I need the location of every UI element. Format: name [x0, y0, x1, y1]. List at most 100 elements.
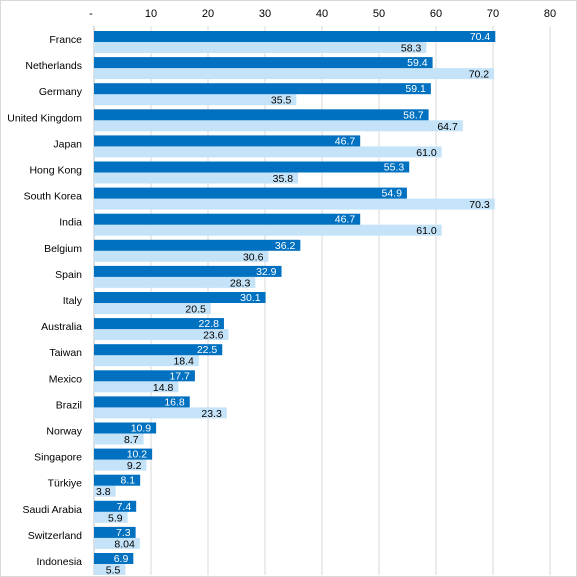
data-label-series-1: 58.7 — [403, 109, 424, 121]
bar-series-1 — [94, 265, 282, 277]
bar-series-2 — [94, 250, 269, 262]
x-tick-label: 60 — [430, 8, 442, 20]
category-label: Spain — [55, 269, 82, 281]
data-label-series-2: 8.7 — [124, 434, 139, 446]
bar-series-1 — [94, 31, 496, 42]
category-label: Taiwan — [49, 347, 82, 359]
bar-series-2 — [94, 433, 144, 445]
bar-series-1 — [94, 213, 361, 225]
bar-series-2 — [94, 303, 211, 314]
bar-series-2 — [94, 224, 442, 236]
bar-series-2 — [94, 407, 227, 419]
bar-series-2 — [94, 120, 463, 132]
data-label-series-1: 54.9 — [381, 188, 402, 200]
data-label-series-2: 8.04 — [114, 538, 135, 550]
bar-series-2 — [94, 68, 495, 80]
x-tick-label: 30 — [259, 8, 271, 20]
category-label: France — [49, 34, 82, 46]
data-label-series-2: 64.7 — [437, 121, 458, 133]
data-label-series-2: 61.0 — [416, 147, 437, 159]
category-label: Australia — [41, 321, 82, 333]
data-label-series-2: 61.0 — [416, 225, 437, 237]
category-label: Germany — [39, 86, 83, 98]
category-label: Belgium — [44, 243, 82, 255]
bar-series-1 — [94, 553, 134, 564]
bar-series-2 — [94, 537, 140, 549]
data-label-series-1: 36.2 — [275, 240, 296, 252]
data-label-series-2: 9.2 — [127, 460, 142, 472]
data-label-series-2: 5.5 — [106, 565, 121, 577]
data-label-series-2: 23.6 — [203, 330, 224, 342]
x-tick-label: - — [89, 8, 93, 20]
bar-series-1 — [94, 448, 153, 460]
bar-series-1 — [94, 57, 433, 69]
data-label-series-1: 46.7 — [335, 135, 356, 147]
data-label-series-2: 70.2 — [469, 69, 490, 81]
x-tick-label: 10 — [145, 8, 157, 20]
bar-series-1 — [94, 187, 407, 199]
category-label: Indonesia — [36, 556, 82, 568]
data-label-series-1: 22.5 — [197, 344, 218, 356]
bar-series-1 — [94, 318, 224, 330]
category-label: Brazil — [56, 399, 82, 411]
bar-series-1 — [94, 344, 223, 356]
data-label-series-2: 18.4 — [173, 356, 194, 368]
bar-series-2 — [94, 511, 128, 523]
data-label-series-1: 46.7 — [335, 214, 356, 226]
bar-series-2 — [94, 276, 256, 288]
bar-series-1 — [94, 370, 195, 382]
data-label-series-1: 7.4 — [117, 501, 132, 513]
data-label-series-2: 5.9 — [108, 512, 123, 524]
x-tick-label: 70 — [487, 8, 499, 20]
bar-series-2 — [94, 198, 495, 210]
bar-series-2 — [94, 564, 126, 575]
data-label-series-1: 22.8 — [199, 318, 220, 330]
bar-series-1 — [94, 526, 136, 538]
bar-series-2 — [94, 485, 116, 497]
data-label-series-2: 20.5 — [185, 304, 206, 316]
data-label-series-2: 30.6 — [243, 251, 264, 263]
data-label-series-1: 30.1 — [240, 292, 261, 304]
data-label-series-1: 59.1 — [405, 83, 426, 95]
data-label-series-1: 10.9 — [131, 423, 152, 435]
category-label: Mexico — [49, 373, 82, 385]
bar-series-2 — [94, 94, 297, 106]
bar-series-1 — [94, 500, 137, 512]
bar-series-2 — [94, 172, 299, 184]
data-label-series-2: 35.8 — [273, 173, 294, 185]
category-label: Hong Kong — [29, 165, 82, 177]
data-label-series-1: 55.3 — [384, 162, 405, 174]
data-label-series-1: 10.2 — [127, 449, 148, 461]
bar-series-1 — [94, 161, 410, 173]
category-label: Singapore — [34, 452, 82, 464]
category-label: India — [59, 217, 82, 229]
bar-series-2 — [94, 329, 229, 341]
category-label: United Kingdom — [7, 112, 82, 124]
bar-series-1 — [94, 396, 190, 408]
bar-series-2 — [94, 146, 442, 158]
data-label-series-1: 8.1 — [121, 475, 136, 487]
category-label: Norway — [46, 426, 82, 438]
category-label: South Korea — [24, 191, 83, 203]
data-label-series-2: 28.3 — [230, 277, 251, 289]
bar-series-2 — [94, 459, 147, 471]
bar-series-2 — [94, 381, 179, 393]
data-label-series-1: 32.9 — [256, 266, 277, 278]
data-label-series-1: 70.4 — [470, 31, 491, 43]
data-label-series-1: 7.3 — [116, 527, 131, 539]
data-label-series-2: 14.8 — [153, 382, 174, 394]
x-tick-label: 40 — [316, 8, 328, 20]
x-tick-label: 20 — [202, 8, 214, 20]
category-label: Netherlands — [25, 60, 82, 72]
category-label: Japan — [53, 138, 82, 150]
data-label-series-2: 70.3 — [469, 199, 490, 211]
bar-series-2 — [94, 42, 427, 53]
category-label: Italy — [63, 295, 83, 307]
data-label-series-1: 16.8 — [164, 396, 185, 408]
bar-series-1 — [94, 292, 266, 303]
x-tick-label: 50 — [373, 8, 385, 20]
data-label-series-2: 3.8 — [96, 486, 111, 498]
bar-series-1 — [94, 135, 361, 147]
